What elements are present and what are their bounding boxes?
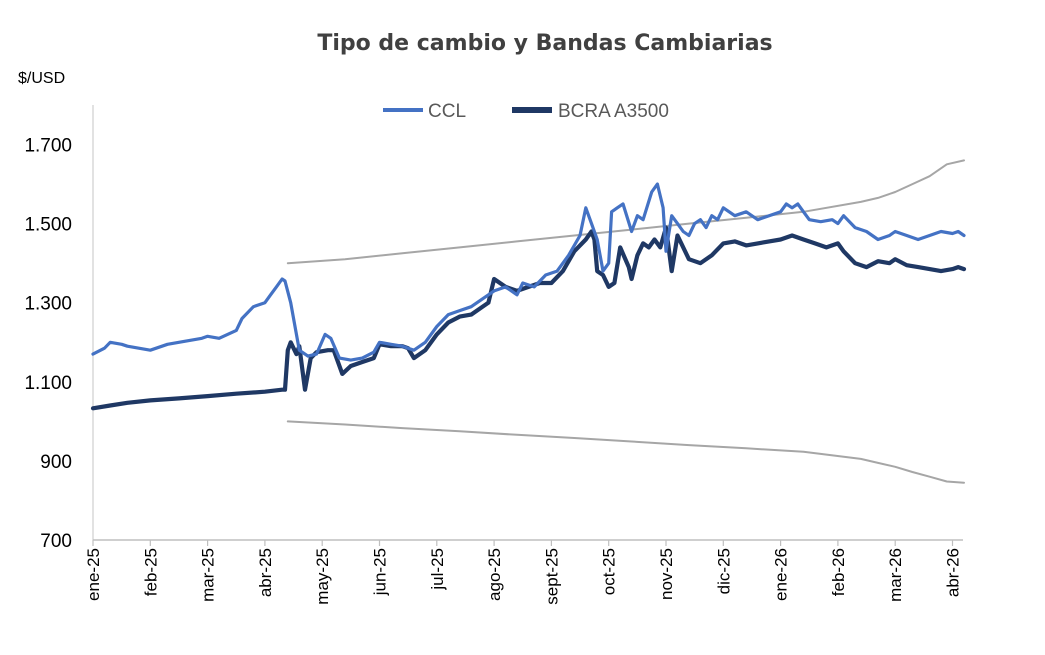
y-tick-label: 1.500 <box>24 215 72 236</box>
x-tick-label: jul-25 <box>428 548 447 591</box>
axes: 700 900 1.100 1.300 1.500 1.700 ene-25 feb-25 ma… <box>24 105 963 605</box>
legend-label-bcra-a3500: BCRA A3500 <box>558 101 669 122</box>
x-tick-label: may-25 <box>313 548 332 605</box>
x-tick-label: ene-26 <box>772 548 791 601</box>
y-tick-label: 1.700 <box>24 136 72 157</box>
chart-title: Tipo de cambio y Bandas Cambiarias <box>317 31 772 56</box>
x-tick-label: oct-25 <box>600 548 619 595</box>
x-tick-label: feb-25 <box>141 548 160 596</box>
y-tick-label: 900 <box>40 452 72 473</box>
x-tick-label: dic-25 <box>714 548 733 594</box>
x-tick-label: feb-26 <box>829 548 848 596</box>
series-line-bcra-a3500 <box>90 225 967 411</box>
x-tick-label: nov-25 <box>657 548 676 600</box>
y-axis-unit-label: $/USD <box>18 70 65 87</box>
series-line-banda-superior <box>286 159 965 265</box>
y-tick-label: 700 <box>40 531 72 552</box>
series-line-ccl <box>91 182 966 362</box>
x-tick-label: mar-26 <box>886 548 905 602</box>
x-tick-label: abr-25 <box>256 548 275 597</box>
x-tick-label: abr-26 <box>944 548 963 597</box>
legend-label-ccl: CCL <box>428 101 466 122</box>
x-tick-label: ago-25 <box>485 548 504 601</box>
x-tick-label: sept-25 <box>542 548 561 605</box>
x-tick-label: jun-25 <box>371 548 390 596</box>
legend: CCL BCRA A3500 <box>383 101 669 122</box>
x-tick-label: mar-25 <box>199 548 218 602</box>
series-layer <box>90 159 967 484</box>
y-tick-label: 1.100 <box>24 373 72 394</box>
x-tick-label: ene-25 <box>84 548 103 601</box>
series-line-banda-inferior <box>286 420 965 484</box>
y-tick-label: 1.300 <box>24 294 72 315</box>
